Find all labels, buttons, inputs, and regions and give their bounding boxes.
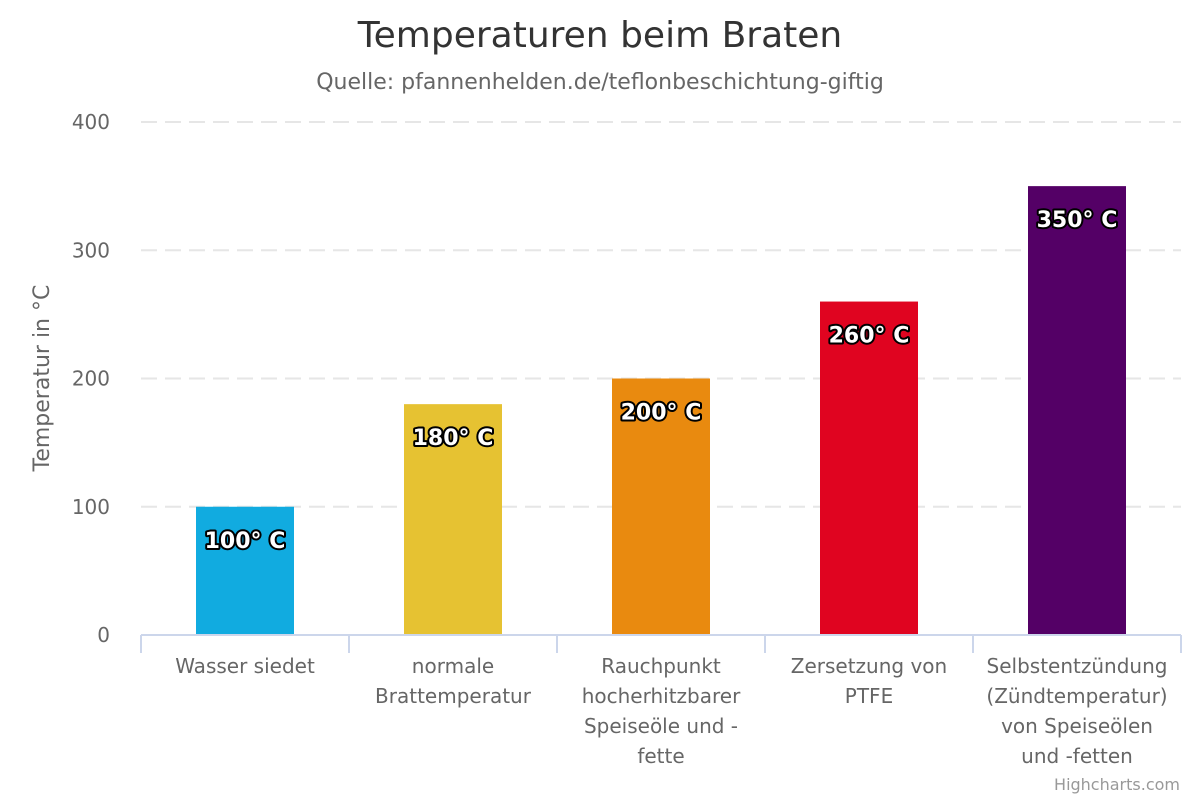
y-tick-label: 300: [72, 238, 110, 262]
bar[interactable]: [1028, 186, 1126, 635]
x-tick-line: von Speiseölen: [1001, 714, 1153, 738]
data-labels: 100° C 180° C 200° C 260° C 350° C: [203, 206, 1120, 556]
x-axis-ticks: Wasser siedet normale Brattemperatur Rauchp…: [175, 654, 1167, 768]
x-tick-label: normale Brattemperatur: [375, 654, 532, 708]
data-label: 200° C: [621, 401, 702, 426]
bar[interactable]: [612, 378, 710, 636]
data-label: 260° C: [829, 324, 910, 349]
x-tick-label: Wasser siedet: [175, 654, 315, 678]
data-label: 100° C: [205, 529, 286, 554]
x-tick-line: hocherhitzbarer: [582, 684, 741, 708]
x-tick-line: Brattemperatur: [375, 684, 532, 708]
bar[interactable]: [196, 506, 294, 635]
x-axis: [140, 634, 1182, 653]
x-tick-line: (Zündtemperatur): [986, 684, 1167, 708]
data-label: 350° C: [1037, 208, 1118, 233]
x-tick-line: Speiseöle und -: [584, 714, 738, 738]
x-tick-line: Zersetzung von: [791, 654, 947, 678]
x-tick-line: PTFE: [845, 684, 893, 708]
x-tick-label: Rauchpunkt hocherhitzbarer Speiseöle und -…: [582, 654, 741, 768]
y-axis-label: Temperatur in °C: [30, 285, 55, 473]
x-tick-line: und -fetten: [1021, 744, 1133, 768]
x-tick-line: fette: [637, 744, 684, 768]
x-tick-label: Selbstentzündung (Zündtemperatur) von Spei…: [986, 654, 1167, 768]
x-tick-line: Wasser siedet: [175, 654, 315, 678]
credits-link[interactable]: Highcharts.com: [1054, 775, 1180, 794]
x-tick-line: Selbstentzündung: [987, 654, 1168, 678]
x-tick-line: normale: [412, 654, 494, 678]
bar[interactable]: [820, 301, 918, 635]
bars: [196, 186, 1126, 635]
x-tick-line: Rauchpunkt: [601, 654, 721, 678]
y-tick-label: 200: [72, 367, 110, 391]
data-label: 180° C: [413, 426, 494, 451]
y-tick-label: 0: [97, 623, 110, 647]
chart-title: Temperaturen beim Braten: [357, 15, 842, 56]
y-tick-label: 100: [72, 495, 110, 519]
chart-subtitle: Quelle: pfannenhelden.de/teflonbeschicht…: [316, 70, 884, 95]
x-tick-label: Zersetzung von PTFE: [791, 654, 947, 708]
bar[interactable]: [404, 404, 502, 635]
y-tick-label: 400: [72, 110, 110, 134]
y-axis-ticks: 0 100 200 300 400: [72, 110, 110, 647]
